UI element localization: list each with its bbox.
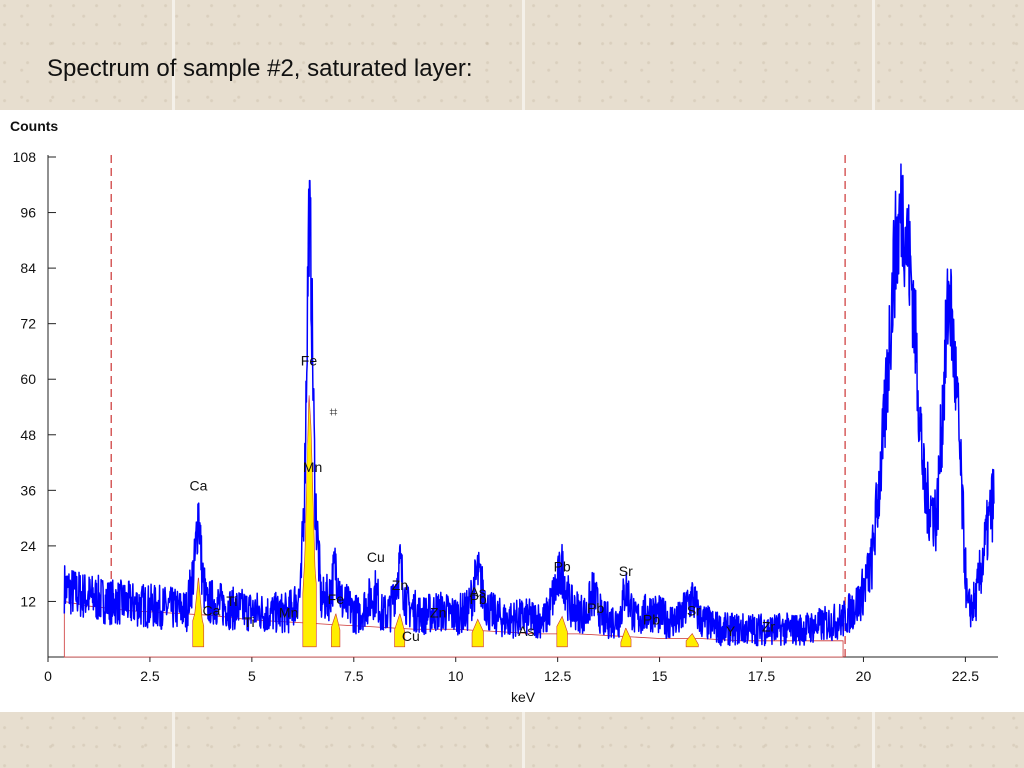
peak-fill (471, 618, 484, 648)
x-axis-label: keV (511, 689, 536, 705)
spectrum-chart: Counts keV 12 24 36 48 60 72 84 96 108 0 2.5 5 7.5 10 12… (10, 118, 998, 705)
x-tick-label: 5 (248, 668, 256, 684)
peak-label-pb: Pb (554, 558, 571, 574)
y-axis-label: Counts (10, 118, 58, 134)
x-tick-label: 22.5 (952, 668, 979, 684)
peak-label-fe: Fe (301, 352, 318, 368)
peak-fill (556, 615, 568, 648)
peak-label-ca: Ca (189, 477, 207, 493)
peak-label-as: As (518, 623, 534, 639)
y-tick-label: 60 (20, 371, 36, 387)
peak-label-fe: Fe (328, 591, 345, 607)
peak-label-pb: Pb (587, 600, 604, 616)
peak-label-mn: Mn (279, 605, 298, 621)
peak-label-as: As (470, 584, 486, 600)
y-tick-label: 36 (20, 482, 36, 498)
y-tick-label: 96 (20, 205, 36, 221)
peak-fill (394, 613, 406, 648)
x-tick-label: 10 (448, 668, 464, 684)
y-tick-label: 108 (13, 149, 37, 165)
y-tick-label: 48 (20, 427, 36, 443)
peak-label-ti: Ti (243, 614, 254, 630)
peak-label-pb: Pb (470, 591, 487, 607)
y-tick-label: 72 (20, 316, 36, 332)
peak-label-y: Y (726, 623, 736, 639)
x-tick-label: 15 (652, 668, 668, 684)
peak-label-zn: Zn (430, 605, 446, 621)
y-tick-label: 24 (20, 538, 36, 554)
cursor-icon: ⌗ (329, 404, 337, 420)
peak-label-ca: Ca (203, 602, 221, 618)
x-tick-label: 7.5 (344, 668, 364, 684)
x-tick-label: 12.5 (544, 668, 571, 684)
peak-fill (192, 577, 205, 648)
y-tick-label: 84 (20, 260, 36, 276)
peak-label-sr: Sr (687, 602, 701, 618)
x-tick-label: 0 (44, 668, 52, 684)
peak-fill (620, 627, 632, 648)
slide-title: Spectrum of sample #2, saturated layer: (47, 55, 473, 82)
y-tick-label: 12 (20, 593, 36, 609)
fe-peak-fill (304, 425, 314, 646)
peak-label-zn: Zn (392, 577, 408, 593)
peak-label-cu: Cu (367, 549, 385, 565)
x-tick-label: 20 (856, 668, 872, 684)
peak-label-mn: Mn (303, 459, 322, 475)
chart-panel: Counts keV 12 24 36 48 60 72 84 96 108 0 2.5 5 7.5 10 12… (0, 110, 1024, 712)
peak-label-ti: Ti (226, 593, 237, 609)
peak-label-pb: Pb (643, 612, 660, 628)
peak-label-sr: Sr (619, 563, 633, 579)
x-tick-label: 17.5 (748, 668, 775, 684)
peak-label-cu: Cu (402, 628, 420, 644)
peak-fill (331, 613, 341, 648)
x-tick-label: 2.5 (140, 668, 160, 684)
spectrum-series-line (63, 163, 995, 647)
peak-label-zr: Zr (762, 619, 776, 635)
peak-fill (685, 633, 699, 648)
